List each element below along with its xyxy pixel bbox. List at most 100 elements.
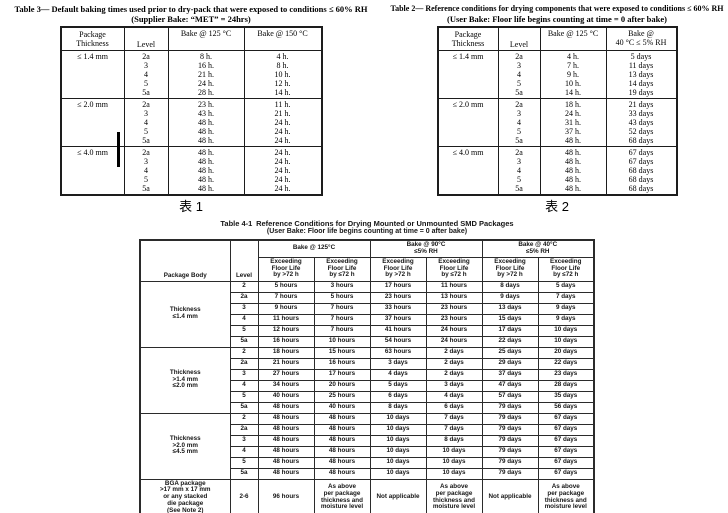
bake-cell: 48 h. 48 h. 48 h. 48 h. 48 h.: [539, 146, 607, 196]
bake-time-cell: 23 hours: [425, 302, 483, 315]
bake-time-cell: 48 hours: [313, 423, 371, 436]
level-cell: 4: [229, 313, 259, 326]
table-row: BGA package >17 mm x 17 mm or any stacke…: [139, 478, 595, 513]
bake-time-cell: 22 days: [481, 335, 539, 348]
bake-time-cell: 25 hours: [313, 390, 371, 403]
bake-time-cell: 17 hours: [313, 368, 371, 381]
bake-time-cell: As above per package thickness and moist…: [537, 478, 595, 513]
table-row: 5 12 hours 7 hours 41 hours 24 hours 17 days 1…: [140, 324, 595, 337]
bake-time-cell: 2 days: [425, 368, 483, 381]
bake-time-cell: 48 hours: [313, 467, 371, 480]
bake-time-cell: 3 days: [425, 379, 483, 392]
table-group-row: ≤ 2.0 mm 2a 3 4 5 5a 23 h. 43 h. 48 h. 48 …: [60, 98, 322, 147]
level-cell: 2a 3 4 5 5a: [123, 146, 169, 196]
bake-time-cell: 40 hours: [257, 390, 315, 403]
bake-time-cell: 11 hours: [257, 313, 315, 326]
bake-time-cell: 9 days: [481, 291, 539, 304]
bake-time-cell: 25 days: [481, 346, 539, 359]
table-row: 5a 48 hours 48 hours 10 days 10 days 79 days 6…: [140, 467, 595, 480]
table3-caption: 表 1: [179, 199, 203, 214]
bake-time-cell: 13 days: [481, 302, 539, 315]
level-cell: 5a: [229, 467, 259, 480]
table41-section: Table 4-1 Reference Conditions for Dryin…: [134, 219, 600, 513]
bake-time-cell: 4 days: [369, 368, 427, 381]
level-cell: 2a: [229, 357, 259, 370]
bake-time-cell: 79 days: [481, 401, 539, 414]
bake-cell: 21 days 33 days 43 days 52 days 68 days: [605, 98, 677, 147]
level-cell: 2: [229, 346, 259, 359]
bake-time-cell: 17 days: [481, 324, 539, 337]
column-header: Level: [497, 26, 541, 51]
floor-life-subheader: Exceeding Floor Life by ≤72 h: [537, 256, 595, 282]
thickness-cell: ≤ 2.0 mm: [437, 98, 499, 147]
level-cell: 5: [229, 324, 259, 337]
bake-time-cell: 9 days: [537, 313, 595, 326]
table3: Package Thickness Level Bake @ 125 °C Bake …: [59, 26, 323, 196]
bake-time-cell: 13 hours: [425, 291, 483, 304]
bake-time-cell: 8 days: [481, 280, 539, 293]
bake-time-cell: 48 hours: [313, 445, 371, 458]
bake-time-cell: 9 days: [537, 302, 595, 315]
bake-time-cell: 23 hours: [369, 291, 427, 304]
bake-time-cell: 79 days: [481, 456, 539, 469]
header-row: Package Body Level Bake @ 125°C Bake @ 90°C…: [139, 239, 595, 282]
table-row: 3 27 hours 17 hours 4 days 2 days 37 days 23 d…: [140, 368, 595, 381]
bake-cell: 67 days 67 days 68 days 68 days 68 days: [605, 146, 677, 196]
table2-caption: 表 2: [545, 199, 569, 214]
bake-time-cell: 5 days: [537, 280, 595, 293]
bake-cell: 24 h. 24 h. 24 h. 24 h. 24 h.: [243, 146, 322, 196]
table-row: Thickness ≤1.4 mm 2 5 hours 3 hours 17 hours…: [139, 280, 595, 348]
bake-time-cell: 67 days: [537, 434, 595, 447]
floor-life-subheader: Exceeding Floor Life by ≤72 h: [313, 256, 371, 282]
level-cell: 2a: [229, 423, 259, 436]
floor-life-subheader: Exceeding Floor Life by >72 h: [481, 256, 539, 282]
level-cell: 3: [229, 434, 259, 447]
level-cell: 2a 3 4 5 5a: [123, 98, 169, 147]
package-body-cell: BGA package >17 mm x 17 mm or any stacke…: [139, 478, 231, 513]
bake-time-cell: 48 hours: [313, 434, 371, 447]
bake-time-cell: 34 hours: [257, 379, 315, 392]
bake-time-cell: 7 hours: [313, 313, 371, 326]
bake-time-cell: 8 days: [369, 401, 427, 414]
bake-time-cell: 23 hours: [425, 313, 483, 326]
bake-cell: 4 h. 7 h. 9 h. 10 h. 14 h.: [539, 50, 607, 99]
bake-time-cell: 3 hours: [313, 280, 371, 293]
bake-time-cell: 67 days: [537, 423, 595, 436]
table3-title: Table 3— Default baking times used prior…: [14, 4, 368, 14]
table41-title: Table 4-1 Reference Conditions for Dryin…: [220, 219, 514, 228]
bake-cell: 11 h. 21 h. 24 h. 24 h. 24 h.: [243, 98, 322, 147]
bake-time-cell: 24 hours: [425, 335, 483, 348]
package-body-cell: Thickness >2.0 mm ≤4.5 mm: [139, 412, 231, 480]
column-header: Bake @ 150 °C: [243, 26, 322, 51]
column-header: Bake @ 40 °C ≤ 5% RH: [605, 26, 677, 51]
level-cell: 3: [229, 368, 259, 381]
level-cell: 2-6: [229, 478, 259, 513]
bake-cell: 5 days 11 days 13 days 14 days 19 days: [605, 50, 677, 99]
bake-time-cell: 79 days: [481, 434, 539, 447]
level-cell: 5a: [229, 401, 259, 414]
table-row: Thickness >2.0 mm ≤4.5 mm 2 48 hours 48 hou…: [139, 412, 595, 480]
column-header: Level: [123, 26, 169, 51]
bake-time-cell: Not applicable: [481, 478, 539, 513]
bake-time-cell: As above per package thickness and moist…: [313, 478, 371, 513]
bake-time-cell: 27 hours: [257, 368, 315, 381]
bake-time-cell: 7 days: [425, 423, 483, 436]
bake-time-cell: 79 days: [481, 467, 539, 480]
bake-group-header: Bake @ 90°C ≤5% RH: [369, 239, 483, 258]
bake-time-cell: 57 days: [481, 390, 539, 403]
table-header: Package Thickness Level Bake @ 125 °C Bake …: [437, 26, 677, 51]
bake-time-cell: 22 days: [537, 357, 595, 370]
bake-time-cell: 79 days: [481, 445, 539, 458]
level-cell: 2: [229, 412, 259, 425]
bake-time-cell: 33 hours: [369, 302, 427, 315]
table-row: 2a 48 hours 48 hours 10 days 7 days 79 days 67…: [140, 423, 595, 436]
bake-time-cell: 15 days: [481, 313, 539, 326]
bake-time-cell: 67 days: [537, 445, 595, 458]
bake-time-cell: 5 days: [369, 379, 427, 392]
table2: Package Thickness Level Bake @ 125 °C Bake …: [436, 26, 678, 196]
bake-time-cell: 47 days: [481, 379, 539, 392]
package-body-cell: Thickness ≤1.4 mm: [139, 280, 231, 348]
bake-time-cell: 6 days: [425, 401, 483, 414]
level-cell: 3: [229, 302, 259, 315]
bake-time-cell: 10 days: [425, 456, 483, 469]
